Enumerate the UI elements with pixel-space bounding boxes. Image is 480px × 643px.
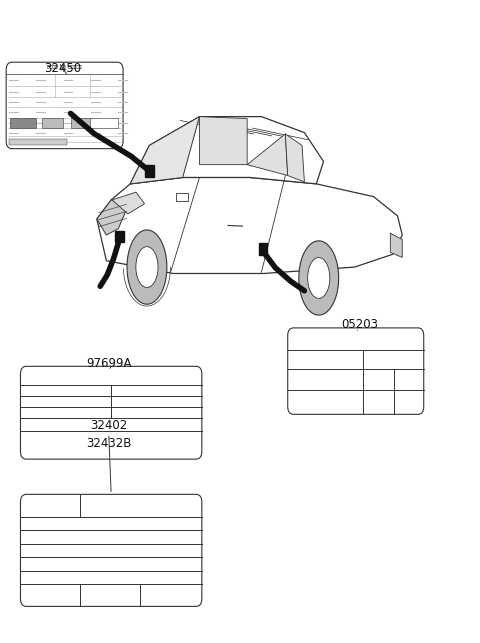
Text: 32450: 32450 — [44, 62, 82, 75]
Polygon shape — [199, 116, 247, 165]
Bar — [259, 244, 267, 255]
Text: 排放标记  進吒  废弃物标記: 排放标记 進吒 废弃物标記 — [48, 65, 82, 69]
Polygon shape — [299, 241, 339, 315]
FancyBboxPatch shape — [21, 367, 202, 459]
FancyBboxPatch shape — [288, 328, 424, 414]
Polygon shape — [308, 258, 330, 298]
Polygon shape — [130, 116, 199, 184]
Polygon shape — [112, 192, 144, 214]
FancyBboxPatch shape — [10, 118, 36, 128]
Text: 05203: 05203 — [341, 318, 378, 331]
Polygon shape — [127, 230, 167, 304]
FancyBboxPatch shape — [42, 118, 63, 128]
Polygon shape — [97, 200, 128, 235]
FancyBboxPatch shape — [71, 118, 92, 128]
Text: 32402: 32402 — [90, 419, 127, 432]
Bar — [145, 165, 154, 177]
Text: 32432B: 32432B — [86, 437, 132, 449]
Polygon shape — [130, 116, 324, 184]
Polygon shape — [176, 194, 189, 201]
Polygon shape — [247, 134, 288, 176]
Text: 97699A: 97699A — [86, 356, 132, 370]
FancyBboxPatch shape — [90, 118, 119, 128]
Polygon shape — [285, 134, 304, 182]
Polygon shape — [390, 233, 402, 257]
Bar — [116, 231, 124, 242]
FancyBboxPatch shape — [6, 62, 123, 149]
Polygon shape — [97, 177, 402, 273]
Polygon shape — [136, 247, 158, 287]
FancyBboxPatch shape — [9, 140, 67, 145]
FancyBboxPatch shape — [21, 494, 202, 606]
